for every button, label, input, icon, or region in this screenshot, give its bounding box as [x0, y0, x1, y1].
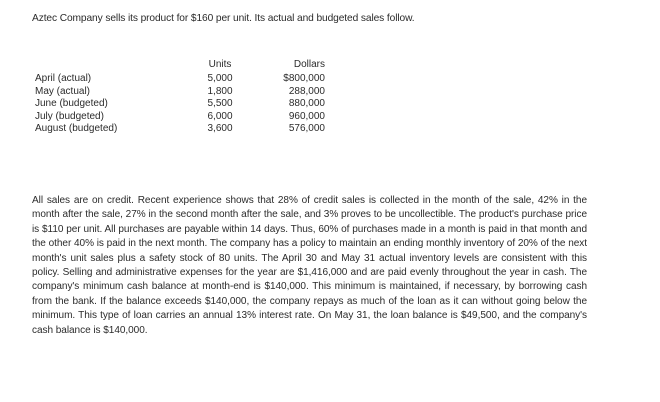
dollars-cell: 880,000: [288, 98, 325, 109]
table-header-row: Units Dollars: [35, 59, 327, 73]
dollars-header: Dollars: [293, 59, 325, 71]
sales-table: Units Dollars April (actual) 5,000 $800,…: [35, 59, 327, 136]
month-cell: May (actual): [35, 85, 91, 97]
dollars-cell: 576,000: [288, 123, 325, 134]
table-row: June (budgeted) 5,500 880,000: [35, 98, 327, 111]
dollars-cell: 960,000: [288, 110, 325, 122]
units-cell: 5,000: [207, 73, 233, 84]
table-row: August (budgeted) 3,600 576,000: [35, 123, 327, 136]
month-cell: July (budgeted): [35, 110, 104, 122]
table-row: May (actual) 1,800 288,000: [35, 86, 327, 99]
units-cell: 6,000: [207, 110, 233, 122]
month-header: [35, 59, 182, 73]
month-cell: April (actual): [35, 73, 92, 84]
units-cell: 3,600: [207, 123, 233, 134]
intro-text: Aztec Company sells its product for $160…: [32, 13, 415, 24]
table-row: April (actual) 5,000 $800,000: [35, 73, 327, 86]
units-header: Units: [208, 59, 232, 71]
month-cell: August (budgeted): [35, 123, 118, 134]
details-paragraph: All sales are on credit. Recent experien…: [32, 195, 587, 336]
table-row: July (budgeted) 6,000 960,000: [35, 111, 327, 124]
dollars-cell: 288,000: [288, 85, 325, 97]
units-cell: 5,500: [207, 98, 233, 109]
units-cell: 1,800: [207, 85, 233, 97]
dollars-cell: $800,000: [283, 73, 325, 84]
month-cell: June (budgeted): [35, 98, 108, 109]
